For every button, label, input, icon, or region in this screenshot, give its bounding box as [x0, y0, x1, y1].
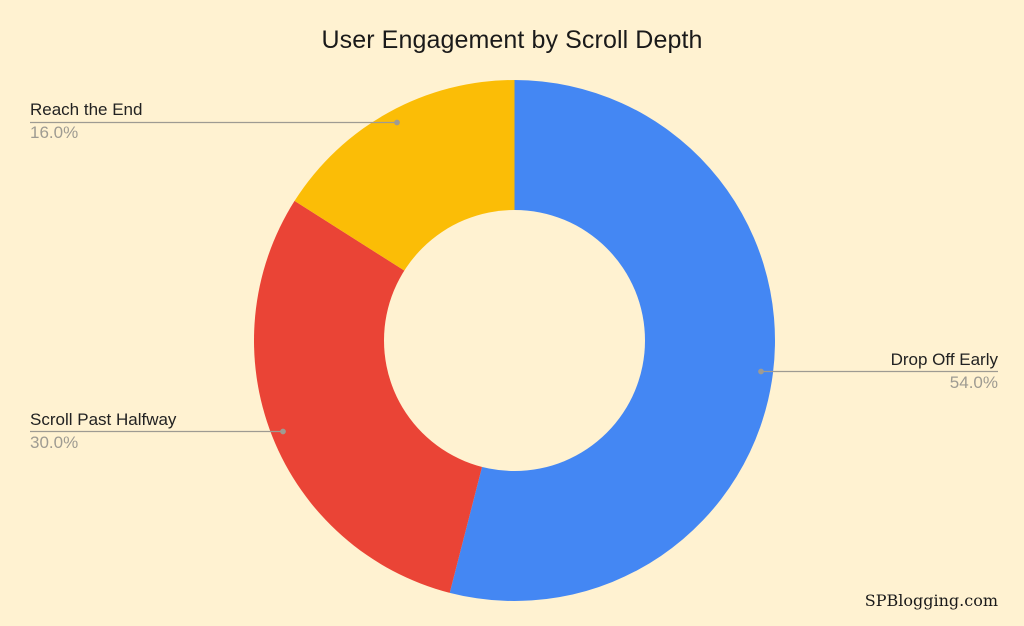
chart-title: User Engagement by Scroll Depth [321, 26, 703, 54]
pct-scroll-half: 30.0% [30, 433, 79, 452]
label-scroll-half: Scroll Past Halfway [30, 410, 177, 429]
label-drop-off: Drop Off Early [890, 350, 998, 369]
label-reach-end: Reach the End [30, 100, 143, 119]
leader-dot-scroll-half [280, 428, 286, 435]
leader-dot-reach-end [394, 119, 400, 126]
leader-dot-drop-off [758, 368, 764, 375]
pct-reach-end: 16.0% [30, 123, 79, 142]
pct-drop-off: 54.0% [949, 373, 998, 392]
donut-hole [384, 210, 645, 471]
slice-scroll-half [253, 200, 515, 593]
watermark: SPBlogging.com [864, 591, 998, 610]
